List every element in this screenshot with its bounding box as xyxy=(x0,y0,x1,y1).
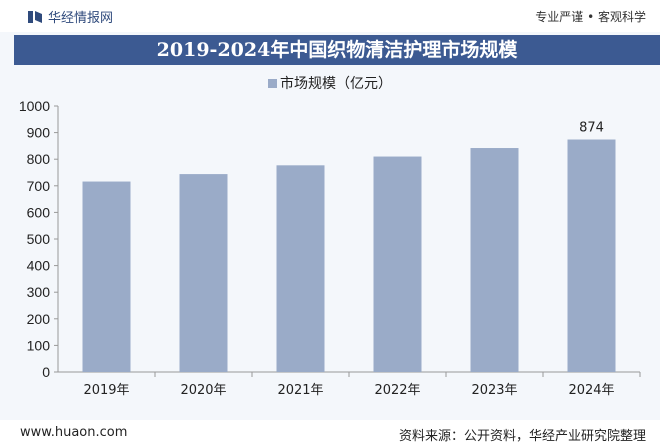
chart-title: 2019-2024年中国织物清洁护理市场规模 xyxy=(14,35,660,65)
y-tick-label: 800 xyxy=(27,151,51,167)
x-tick-label: 2022年 xyxy=(374,383,420,398)
y-tick-label: 300 xyxy=(27,284,51,300)
logo-icon xyxy=(28,10,42,23)
legend-label: 市场规模（亿元） xyxy=(280,76,392,92)
footer: www.huaon.com 资料来源：公开资料，华经产业研究院整理 xyxy=(0,420,660,447)
y-tick-label: 1000 xyxy=(19,98,50,114)
bar xyxy=(179,174,228,372)
website-url[interactable]: www.huaon.com xyxy=(20,425,128,440)
slogan: 专业严谨 • 客观科学 xyxy=(535,10,646,24)
brand-name: 华经情报网 xyxy=(48,11,114,26)
bar xyxy=(373,156,422,372)
x-tick-label: 2023年 xyxy=(471,383,517,398)
legend-swatch xyxy=(268,79,277,88)
x-tick-label: 2020年 xyxy=(180,383,226,398)
bar xyxy=(470,148,519,372)
y-tick-label: 500 xyxy=(27,231,51,247)
y-tick-label: 700 xyxy=(27,178,51,194)
y-tick-label: 200 xyxy=(27,311,51,327)
y-tick-label: 600 xyxy=(27,204,51,220)
legend: 市场规模（亿元） xyxy=(0,73,660,93)
source-note: 资料来源：公开资料，华经产业研究院整理 xyxy=(398,429,646,444)
header: 华经情报网 专业严谨 • 客观科学 xyxy=(0,0,660,32)
y-tick-label: 0 xyxy=(42,364,50,380)
y-tick-label: 400 xyxy=(27,258,51,274)
y-tick-label: 100 xyxy=(27,337,51,353)
data-label: 874 xyxy=(579,121,604,136)
bar-chart: 0 100 200 300 400 500 600 700 800 900 1000 2019年 202… xyxy=(19,98,641,398)
bar xyxy=(567,139,616,372)
y-tick-label: 900 xyxy=(27,125,51,141)
x-tick-label: 2021年 xyxy=(277,383,323,398)
bar xyxy=(82,181,131,372)
brand-logo[interactable]: 华经情报网 xyxy=(28,7,113,26)
x-tick-label: 2019年 xyxy=(83,383,129,398)
x-tick-label: 2024年 xyxy=(568,383,614,398)
bar xyxy=(276,165,325,372)
